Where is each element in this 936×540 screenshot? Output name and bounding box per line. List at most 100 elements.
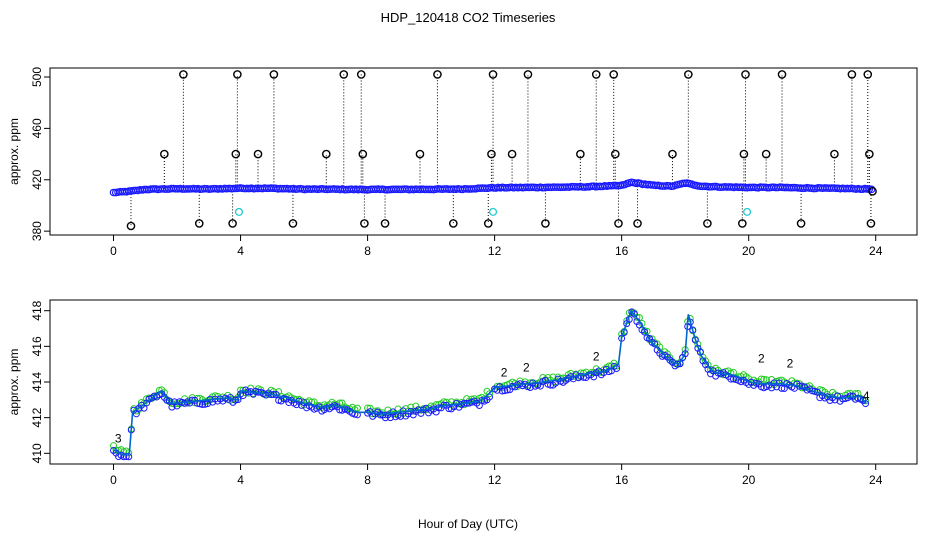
data-points (109, 70, 877, 231)
y-axis-label: approx. ppm (7, 118, 21, 185)
outlier-point (796, 219, 806, 228)
outlier-point (160, 149, 169, 159)
blue-point (231, 396, 239, 404)
outlier-point (738, 219, 747, 228)
x-tick-label: 16 (615, 473, 629, 487)
outlier-point (633, 219, 642, 228)
outlier-point (847, 70, 857, 79)
x-tick-label: 12 (488, 473, 502, 487)
outlier-point (483, 219, 493, 228)
outlier-point (610, 149, 620, 159)
outlier-point (761, 149, 771, 159)
outlier-point (433, 70, 442, 79)
highlight-point (743, 207, 752, 216)
x-axis: 0 4 8 12 16 20 24 (110, 464, 883, 487)
data-point (867, 185, 876, 194)
outlier-point (541, 219, 550, 228)
y-axis: 410 412 414 416 418 (30, 300, 50, 463)
outlier-point (269, 70, 279, 79)
chart-title: HDP_120418 CO2 Timeseries (381, 10, 556, 25)
y-axis: 380 420 460 500 (30, 67, 50, 241)
blue-point (503, 386, 511, 394)
blue-point (280, 395, 288, 403)
x-tick-label: 20 (742, 473, 756, 487)
y-tick-label: 412 (30, 407, 44, 427)
point-annotation: 2 (593, 350, 600, 364)
x-tick-label: 8 (364, 473, 371, 487)
blue-point (198, 401, 206, 409)
outlier-point (228, 219, 237, 228)
outlier-point (356, 70, 366, 79)
green-point (353, 404, 361, 412)
blue-point (132, 410, 140, 418)
outlier-point (449, 219, 458, 228)
outlier-point (380, 219, 390, 228)
data-points: 3 2 2 2 2 2 4 (110, 308, 870, 461)
outlier-point (868, 187, 877, 196)
x-tick-label: 24 (869, 473, 883, 487)
trend-line (113, 309, 867, 456)
outlier-point (609, 70, 619, 79)
highlight-point (488, 207, 498, 216)
y-tick-label: 420 (30, 169, 44, 189)
outlier-point (739, 149, 749, 159)
x-axis-label: Hour of Day (UTC) (418, 517, 518, 531)
y-tick-label: 410 (30, 443, 44, 463)
blue-point (120, 453, 128, 461)
outlier-point (703, 219, 712, 228)
top-panel-raw-co2: 0 4 8 12 16 20 24 380 420 460 500 approx. ppm (7, 67, 918, 258)
y-tick-label: 414 (30, 372, 44, 392)
outlier-point (233, 70, 242, 79)
outlier-point (194, 219, 204, 228)
point-annotation: 2 (787, 357, 794, 371)
outlier-point (863, 70, 873, 79)
plot-frame (49, 67, 918, 236)
outlier-point (487, 149, 496, 159)
outlier-point (253, 149, 263, 159)
outlier-point (684, 70, 693, 79)
outlier-point (360, 219, 369, 228)
blue-point (188, 396, 196, 404)
outlier-point (231, 149, 241, 159)
point-annotation: 2 (758, 351, 765, 365)
blue-point (862, 400, 870, 408)
blue-point (846, 392, 854, 400)
x-tick-label: 12 (488, 244, 502, 258)
highlight-point (234, 207, 244, 216)
outlier-point (865, 149, 874, 159)
outlier-point (126, 221, 136, 231)
x-tick-label: 20 (742, 244, 756, 258)
blue-point (674, 360, 682, 368)
blue-point (239, 392, 247, 400)
y-tick-label: 380 (30, 221, 44, 241)
y-tick-label: 500 (30, 67, 44, 87)
outlier-point (288, 219, 298, 228)
blue-point (386, 414, 394, 422)
point-annotation: 3 (115, 432, 122, 446)
outlier-point (576, 149, 585, 159)
blue-point (839, 395, 847, 403)
outlier-point (668, 149, 677, 159)
blue-point (727, 375, 735, 383)
blue-point (165, 397, 173, 405)
outlier-point (866, 219, 876, 228)
outlier-point (488, 70, 498, 79)
outlier-point (777, 70, 787, 79)
outlier-point (614, 219, 623, 228)
outlier-point (339, 70, 349, 79)
blue-point (651, 340, 659, 348)
outlier-point (591, 70, 601, 79)
green-point (613, 362, 621, 370)
y-tick-label: 418 (30, 300, 44, 320)
point-annotation: 2 (523, 360, 530, 374)
y-axis-label: approx. ppm (7, 349, 21, 416)
point-annotation: 2 (501, 366, 508, 380)
point-annotation: 4 (863, 389, 870, 403)
green-point (486, 390, 494, 398)
blue-point (630, 310, 638, 318)
outlier-point (507, 149, 517, 159)
x-tick-label: 16 (615, 244, 629, 258)
green-point (760, 375, 768, 383)
x-tick-label: 0 (110, 473, 117, 487)
